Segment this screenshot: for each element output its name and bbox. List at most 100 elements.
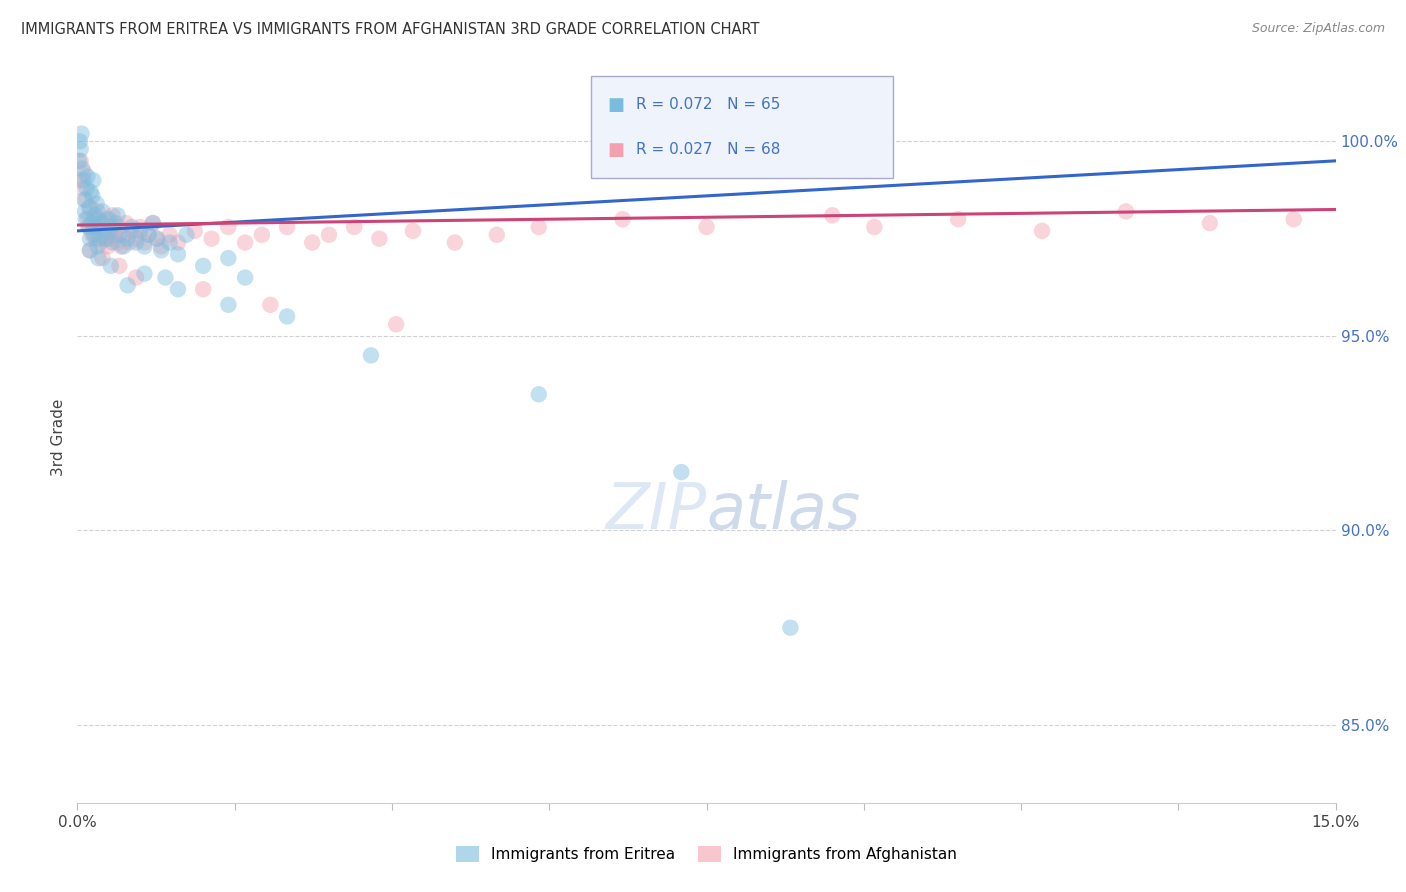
Point (82, 227, 104, 242)
Point (402, 224, 425, 238)
Text: atlas: atlas (707, 480, 860, 542)
Point (146, 232, 169, 246)
Text: IMMIGRANTS FROM ERITREA VS IMMIGRANTS FROM AFGHANISTAN 3RD GRADE CORRELATION CHA: IMMIGRANTS FROM ERITREA VS IMMIGRANTS FR… (21, 22, 759, 37)
Point (250, 227, 273, 242)
Point (108, 227, 131, 242)
Point (142, 216, 165, 230)
Point (527, 219, 550, 234)
Point (76, 212, 98, 227)
Point (125, 232, 148, 246)
Point (84, 208, 107, 222)
Point (444, 235, 467, 250)
Point (360, 348, 382, 362)
Text: Source: ZipAtlas.com: Source: ZipAtlas.com (1251, 22, 1385, 36)
Point (83, 227, 105, 242)
Point (863, 219, 886, 234)
Point (67, 173, 90, 187)
Point (76, 181, 98, 195)
Point (167, 282, 190, 296)
Point (80, 216, 103, 230)
Point (79, 244, 101, 258)
Point (73, 165, 96, 179)
Point (159, 235, 181, 250)
Point (80, 201, 103, 215)
Point (343, 219, 366, 234)
Point (101, 208, 124, 222)
Point (184, 224, 207, 238)
Point (84, 232, 107, 246)
Point (125, 270, 148, 285)
Point (385, 318, 408, 332)
Point (82, 173, 104, 187)
Point (93, 224, 115, 238)
Point (89, 232, 111, 246)
Point (82, 189, 104, 203)
Point (96, 239, 118, 253)
Point (75, 193, 97, 207)
Point (72, 181, 94, 195)
Point (91, 216, 114, 230)
Point (125, 235, 148, 250)
Point (129, 219, 152, 234)
Point (83, 212, 105, 227)
Point (527, 387, 550, 401)
Point (1282, 212, 1305, 227)
Text: ■: ■ (607, 95, 624, 113)
Point (191, 259, 215, 273)
Point (112, 227, 135, 242)
Point (86, 204, 108, 219)
Point (259, 298, 281, 312)
Point (217, 219, 239, 234)
Point (167, 235, 190, 250)
Point (67, 153, 90, 168)
Point (155, 270, 177, 285)
Point (117, 278, 139, 293)
Point (72, 173, 94, 187)
Point (138, 227, 160, 242)
Point (134, 239, 156, 253)
Point (73, 193, 96, 207)
Point (134, 267, 156, 281)
Point (276, 219, 298, 234)
Point (69, 135, 91, 149)
Point (117, 232, 139, 246)
Point (90, 235, 112, 250)
Point (159, 227, 181, 242)
Point (93, 232, 115, 246)
Point (368, 232, 391, 246)
Point (129, 224, 152, 238)
Point (108, 219, 131, 234)
Point (671, 465, 693, 479)
Text: ZIP: ZIP (606, 480, 707, 542)
Point (86, 239, 108, 253)
Point (217, 298, 239, 312)
Point (98, 224, 121, 238)
Point (233, 235, 256, 250)
Point (112, 239, 135, 253)
Point (217, 251, 239, 265)
Point (121, 224, 143, 238)
Point (70, 127, 93, 141)
Point (1031, 224, 1053, 238)
Point (150, 239, 173, 253)
Point (100, 219, 122, 234)
Point (200, 232, 222, 246)
Point (69, 142, 91, 156)
Point (1115, 204, 1137, 219)
Point (301, 235, 323, 250)
Point (118, 235, 141, 250)
Text: R = 0.027   N = 68: R = 0.027 N = 68 (636, 142, 780, 157)
Point (101, 235, 124, 250)
Point (1198, 216, 1220, 230)
Point (121, 219, 143, 234)
Point (134, 235, 156, 250)
Point (176, 227, 198, 242)
Point (948, 212, 970, 227)
Point (104, 216, 127, 230)
Point (100, 232, 122, 246)
Point (110, 239, 132, 253)
Point (91, 251, 114, 265)
Point (77, 219, 100, 234)
Point (115, 216, 138, 230)
Point (146, 232, 169, 246)
